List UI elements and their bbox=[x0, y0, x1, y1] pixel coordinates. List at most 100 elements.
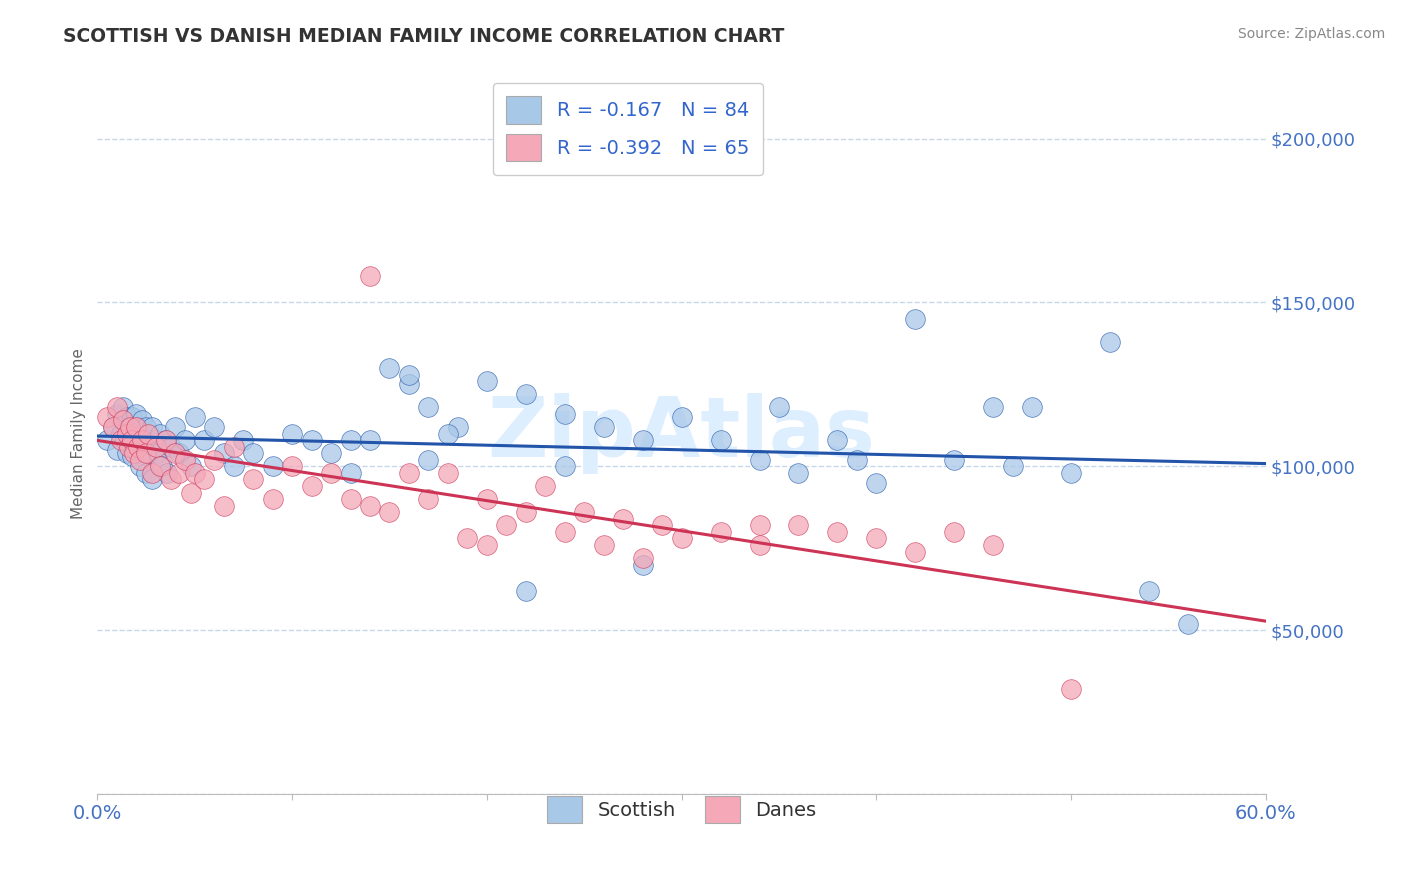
Point bbox=[827, 433, 849, 447]
Point bbox=[631, 433, 654, 447]
Point bbox=[943, 524, 966, 539]
Point bbox=[115, 446, 138, 460]
Point bbox=[141, 472, 163, 486]
Point bbox=[232, 433, 254, 447]
Point bbox=[339, 491, 361, 506]
Point bbox=[398, 377, 420, 392]
Point bbox=[943, 452, 966, 467]
Point bbox=[121, 433, 143, 447]
Point bbox=[787, 518, 810, 533]
Point bbox=[120, 433, 142, 447]
Point bbox=[139, 446, 162, 460]
Point bbox=[165, 420, 187, 434]
Point bbox=[174, 433, 197, 447]
Point bbox=[631, 551, 654, 566]
Point bbox=[592, 420, 614, 434]
Point bbox=[418, 401, 440, 415]
Point bbox=[671, 532, 693, 546]
Point bbox=[1099, 334, 1122, 349]
Point bbox=[437, 426, 460, 441]
Point bbox=[202, 420, 225, 434]
Point bbox=[141, 420, 163, 434]
Point bbox=[1001, 459, 1024, 474]
Point bbox=[378, 505, 401, 519]
Point bbox=[1177, 616, 1199, 631]
Point bbox=[904, 311, 927, 326]
Point bbox=[515, 387, 537, 401]
Text: ZipAtlas: ZipAtlas bbox=[488, 393, 876, 474]
Point bbox=[105, 401, 128, 415]
Point bbox=[127, 440, 149, 454]
Point bbox=[554, 459, 576, 474]
Point bbox=[709, 433, 731, 447]
Point bbox=[398, 466, 420, 480]
Point bbox=[456, 532, 478, 546]
Point bbox=[475, 491, 498, 506]
Point bbox=[865, 532, 887, 546]
Point bbox=[105, 407, 128, 421]
Point bbox=[418, 491, 440, 506]
Text: Source: ZipAtlas.com: Source: ZipAtlas.com bbox=[1237, 27, 1385, 41]
Point bbox=[167, 466, 190, 480]
Text: SCOTTISH VS DANISH MEDIAN FAMILY INCOME CORRELATION CHART: SCOTTISH VS DANISH MEDIAN FAMILY INCOME … bbox=[63, 27, 785, 45]
Point bbox=[222, 440, 245, 454]
Point bbox=[165, 446, 187, 460]
Point bbox=[748, 538, 770, 552]
Point bbox=[359, 499, 381, 513]
Point bbox=[359, 433, 381, 447]
Point bbox=[865, 475, 887, 490]
Point bbox=[475, 538, 498, 552]
Point bbox=[146, 446, 169, 460]
Point bbox=[242, 446, 264, 460]
Point bbox=[981, 401, 1004, 415]
Point bbox=[141, 466, 163, 480]
Point bbox=[135, 466, 157, 480]
Point bbox=[180, 485, 202, 500]
Point bbox=[149, 426, 172, 441]
Point bbox=[748, 518, 770, 533]
Point bbox=[115, 426, 138, 441]
Point bbox=[495, 518, 517, 533]
Point bbox=[212, 446, 235, 460]
Point bbox=[129, 459, 152, 474]
Point bbox=[651, 518, 673, 533]
Point bbox=[193, 433, 215, 447]
Point bbox=[748, 452, 770, 467]
Point bbox=[475, 374, 498, 388]
Point bbox=[174, 452, 197, 467]
Point bbox=[121, 410, 143, 425]
Legend: Scottish, Danes: Scottish, Danes bbox=[536, 784, 828, 835]
Point bbox=[1137, 583, 1160, 598]
Point bbox=[129, 433, 152, 447]
Point bbox=[1060, 466, 1083, 480]
Point bbox=[709, 524, 731, 539]
Point bbox=[1021, 401, 1043, 415]
Point bbox=[515, 583, 537, 598]
Point bbox=[167, 446, 190, 460]
Point bbox=[145, 440, 167, 454]
Point bbox=[592, 538, 614, 552]
Point bbox=[121, 450, 143, 464]
Point bbox=[281, 426, 304, 441]
Point bbox=[437, 466, 460, 480]
Point bbox=[183, 466, 205, 480]
Point bbox=[101, 420, 124, 434]
Point bbox=[120, 420, 142, 434]
Point bbox=[131, 433, 153, 447]
Point bbox=[125, 420, 148, 434]
Point bbox=[398, 368, 420, 382]
Point bbox=[981, 538, 1004, 552]
Y-axis label: Median Family Income: Median Family Income bbox=[72, 348, 86, 519]
Point bbox=[212, 499, 235, 513]
Point bbox=[145, 433, 167, 447]
Point bbox=[446, 420, 468, 434]
Point bbox=[114, 433, 136, 447]
Point bbox=[117, 440, 139, 454]
Point bbox=[115, 410, 138, 425]
Point bbox=[301, 433, 323, 447]
Point bbox=[339, 466, 361, 480]
Point bbox=[262, 491, 284, 506]
Point bbox=[359, 269, 381, 284]
Point bbox=[845, 452, 868, 467]
Point bbox=[319, 466, 342, 480]
